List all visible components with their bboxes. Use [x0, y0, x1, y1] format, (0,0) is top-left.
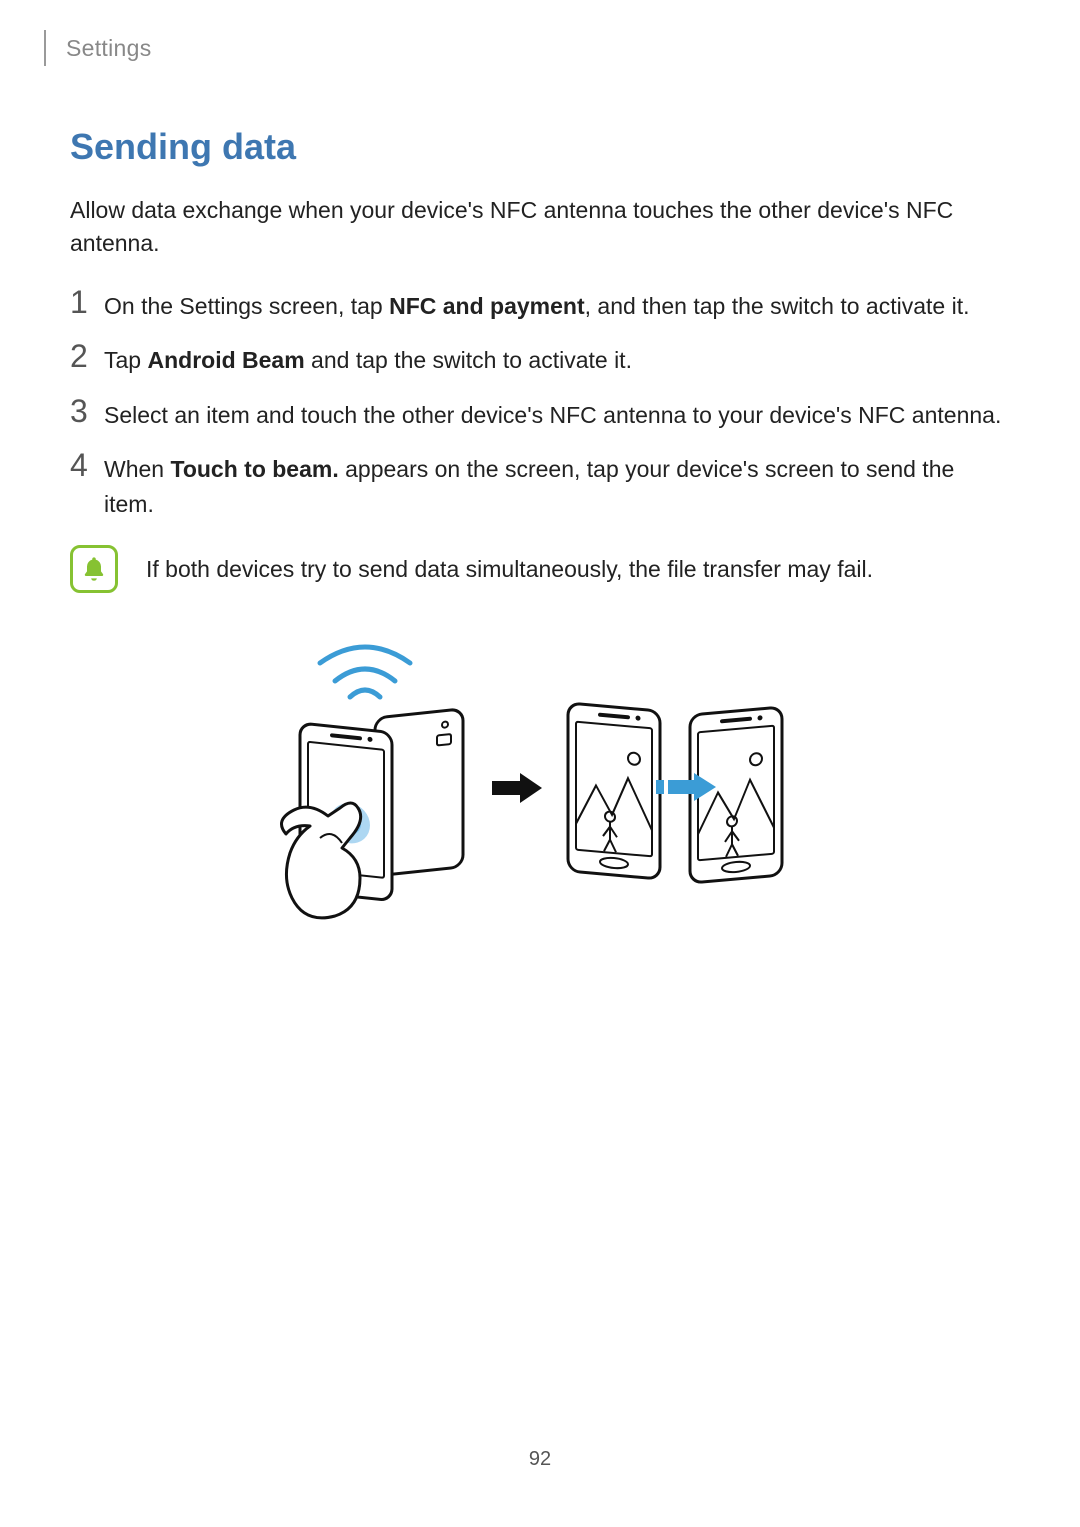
arrow-right-icon: [492, 773, 542, 803]
step-1: 1On the Settings screen, tap NFC and pay…: [70, 289, 1010, 324]
section-heading: Sending data: [70, 126, 1010, 168]
step-number: 3: [70, 395, 104, 427]
note-text: If both devices try to send data simulta…: [146, 556, 873, 583]
step-text-post: and tap the switch to activate it.: [305, 347, 632, 373]
illustration: [70, 623, 1010, 943]
step-text-bold: NFC and payment: [389, 293, 585, 319]
step-text: Select an item and touch the other devic…: [104, 398, 1010, 433]
step-text-post: , and then tap the switch to activate it…: [585, 293, 970, 319]
step-text-pre: On the Settings screen, tap: [104, 293, 389, 319]
step-number: 1: [70, 286, 104, 318]
page-number: 92: [0, 1448, 1080, 1471]
step-text: When Touch to beam. appears on the scree…: [104, 452, 1010, 521]
intro-paragraph: Allow data exchange when your device's N…: [70, 194, 970, 261]
step-number: 2: [70, 340, 104, 372]
step-text: Tap Android Beam and tap the switch to a…: [104, 343, 1010, 378]
step-text-pre: Select an item and touch the other devic…: [104, 402, 1001, 428]
hand-icon: [282, 803, 361, 918]
breadcrumb: Settings: [44, 30, 1010, 66]
nfc-waves-icon: [320, 647, 410, 697]
bell-icon: [70, 545, 118, 593]
step-text-pre: When: [104, 456, 170, 482]
breadcrumb-bar: [44, 30, 46, 66]
step-4: 4When Touch to beam. appears on the scre…: [70, 452, 1010, 521]
left-phones-icon: [282, 709, 464, 918]
breadcrumb-text: Settings: [66, 35, 152, 62]
step-text-bold: Android Beam: [147, 347, 304, 373]
step-3: 3Select an item and touch the other devi…: [70, 398, 1010, 433]
step-text: On the Settings screen, tap NFC and paym…: [104, 289, 1010, 324]
right-phones-icon: [568, 703, 782, 883]
note-row: If both devices try to send data simulta…: [70, 545, 1010, 593]
step-text-bold: Touch to beam.: [170, 456, 338, 482]
step-text-pre: Tap: [104, 347, 147, 373]
step-2: 2Tap Android Beam and tap the switch to …: [70, 343, 1010, 378]
step-number: 4: [70, 449, 104, 481]
